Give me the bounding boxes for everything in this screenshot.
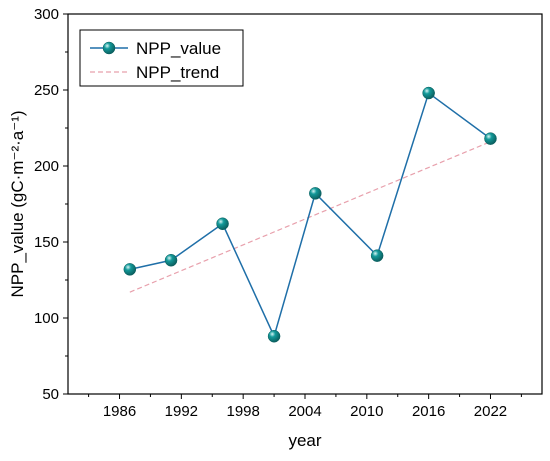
- axes: 1986 1992 1998 2004 2010 2016 2022 50 100 150 200 2…: [8, 6, 543, 420]
- trend-line: [129, 141, 491, 293]
- x-tick-label: 1998: [226, 403, 259, 420]
- y-tick-label: 200: [34, 158, 59, 175]
- legend-label-value: NPP_value: [136, 39, 221, 58]
- value-point: [370, 249, 384, 262]
- x-tick-label: 1986: [103, 403, 136, 420]
- y-axis-title: NPP_value (gC·m⁻²·a⁻¹): [8, 110, 27, 297]
- y-tick-label: 50: [42, 386, 59, 403]
- legend: NPP_value NPP_trend: [79, 29, 244, 87]
- y-tick-label: 250: [34, 82, 59, 99]
- value-point: [123, 263, 137, 276]
- value-point: [309, 187, 322, 200]
- trend-layer: [129, 141, 491, 293]
- x-tick-label: 2010: [350, 403, 383, 420]
- value-point: [422, 86, 435, 100]
- value-point: [267, 329, 281, 343]
- x-tick-label: 2022: [474, 403, 507, 420]
- value-point: [164, 253, 178, 267]
- x-axis-title: year: [288, 431, 321, 450]
- y-tick-label: 100: [34, 310, 59, 327]
- value-line: [129, 91, 491, 339]
- x-tick-label: 2016: [412, 403, 445, 420]
- x-tick-label: 1992: [165, 403, 198, 420]
- value-point: [484, 132, 497, 145]
- legend-label-trend: NPP_trend: [136, 63, 219, 82]
- value-point: [216, 217, 229, 231]
- value-layer: [123, 86, 497, 343]
- y-tick-label: 150: [34, 234, 59, 251]
- x-tick-label: 2004: [288, 403, 321, 420]
- legend-box: [79, 29, 244, 87]
- y-tick-label: 300: [34, 6, 59, 23]
- legend-marker-value: [102, 41, 116, 55]
